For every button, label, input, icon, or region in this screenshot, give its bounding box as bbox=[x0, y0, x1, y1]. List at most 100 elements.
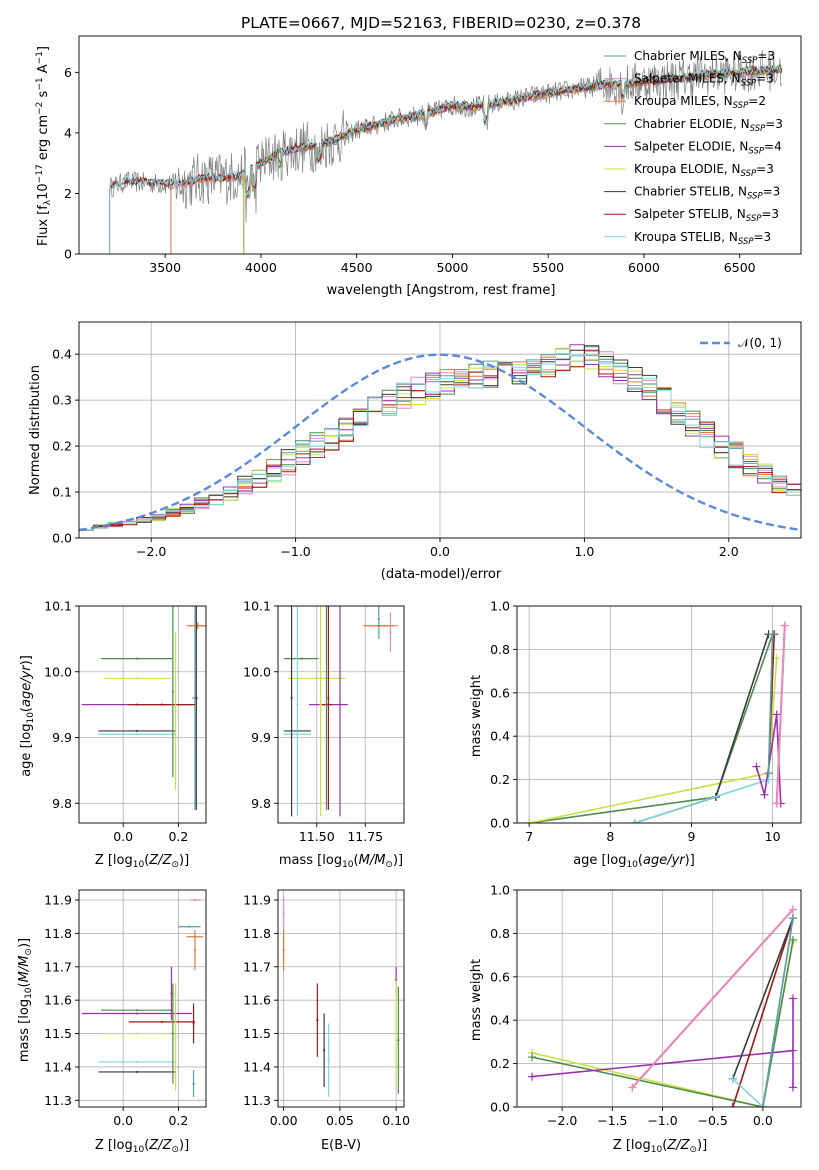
y-tick-label: 9.9 bbox=[52, 730, 72, 745]
data-point bbox=[389, 631, 392, 634]
data-point bbox=[327, 696, 330, 700]
mass-age-xlabel: mass [log10(M/M⊙)] bbox=[279, 853, 403, 870]
axes-frame bbox=[78, 321, 802, 539]
x-tick-label: 7 bbox=[525, 829, 533, 844]
histogram-step bbox=[79, 345, 801, 531]
y-tick-label: 11.7 bbox=[243, 959, 271, 974]
z-weight-xlabel: Z [log10(Z/Z⊙)] bbox=[613, 1138, 707, 1155]
x-tick-label: −2.0 bbox=[547, 1113, 577, 1128]
data-point bbox=[135, 1012, 139, 1015]
y-tick-label: 0.4 bbox=[490, 729, 510, 744]
y-tick-label: 0 bbox=[64, 247, 72, 262]
data-point bbox=[188, 925, 191, 928]
x-tick-label: 0.00 bbox=[270, 1113, 298, 1128]
spectrum-title: PLATE=0667, MJD=52163, FIBERID=0230, z=0… bbox=[241, 14, 641, 32]
data-point bbox=[323, 1049, 326, 1052]
data-point bbox=[170, 992, 173, 995]
mass-weight-line bbox=[634, 634, 774, 823]
data-point bbox=[290, 696, 293, 700]
y-tick-label: 11.9 bbox=[243, 893, 271, 908]
y-tick-label: 4 bbox=[64, 125, 72, 140]
data-point bbox=[135, 1070, 139, 1074]
x-tick-label: 9 bbox=[687, 829, 695, 844]
data-point bbox=[319, 703, 322, 706]
legend-label: Kroupa STELIB, NSSP=3 bbox=[634, 230, 771, 247]
data-point bbox=[171, 690, 174, 693]
data-point bbox=[325, 703, 328, 706]
mass-weight-line bbox=[767, 634, 774, 774]
plot-area bbox=[282, 896, 400, 1097]
legend-label: 𝒩(0, 1) bbox=[738, 336, 782, 350]
y-tick-label: 11.8 bbox=[44, 926, 72, 941]
mass-weight-line bbox=[634, 633, 770, 823]
mass-weight-line bbox=[732, 917, 794, 1107]
plot-area bbox=[525, 621, 789, 823]
x-tick-label: 10 bbox=[765, 829, 781, 844]
data-point bbox=[397, 1039, 400, 1042]
data-point bbox=[135, 677, 139, 680]
x-tick-label: 0.0 bbox=[753, 1113, 773, 1128]
data-point bbox=[135, 1060, 139, 1064]
y-tick-label: 11.7 bbox=[44, 959, 72, 974]
z-age-ylabel: age [log10(age/yr)] bbox=[19, 655, 36, 777]
y-tick-label: 0.6 bbox=[490, 685, 510, 700]
data-point bbox=[338, 703, 342, 706]
model-spectrum-line bbox=[109, 63, 783, 254]
y-tick-label: 0.0 bbox=[490, 1100, 510, 1115]
x-tick-label: 5500 bbox=[532, 260, 564, 275]
y-tick-label: 1.0 bbox=[490, 883, 510, 898]
y-tick-label: 0.4 bbox=[52, 347, 72, 362]
data-point bbox=[196, 624, 199, 627]
z-mass-ylabel: mass [log10(M/M⊙)] bbox=[17, 938, 34, 1062]
legend-label: Chabrier STELIB, NSSP=3 bbox=[634, 185, 780, 202]
x-tick-label: 4000 bbox=[245, 260, 277, 275]
data-point bbox=[193, 948, 197, 952]
hist-xlabel: (data-model)/error bbox=[381, 567, 502, 582]
y-tick-label: 10.1 bbox=[243, 599, 271, 614]
y-tick-label: 9.8 bbox=[52, 796, 72, 811]
legend-label: Salpeter ELODIE, NSSP=4 bbox=[634, 139, 782, 156]
plot-area bbox=[81, 898, 204, 1097]
data-point bbox=[282, 912, 285, 915]
y-tick-label: 11.4 bbox=[243, 1059, 271, 1074]
x-tick-label: −1.0 bbox=[647, 1113, 677, 1128]
y-tick-label: 0.8 bbox=[490, 642, 510, 657]
y-tick-label: 9.9 bbox=[251, 730, 271, 745]
residual-histogram-panel: −2.0 −1.0 0.0 1.0 2.0 0.0 0.1 0.2 0.3 0.4 𝒩(0, 1) bbox=[52, 321, 802, 559]
y-tick-label: 0.2 bbox=[490, 1056, 510, 1071]
age-weight-xlabel: age [log10(age/yr)] bbox=[573, 853, 695, 870]
data-point bbox=[282, 948, 285, 952]
z-mass-panel: 0.0 0.2 11.3 11.4 11.5 11.6 11.7 11.8 11.9 bbox=[44, 889, 207, 1128]
legend-label: Salpeter STELIB, NSSP=3 bbox=[634, 207, 779, 224]
data-point bbox=[296, 703, 299, 706]
observed-spectrum-line bbox=[109, 49, 782, 223]
axes-frame bbox=[277, 889, 405, 1108]
spectrum-ylabel: Flux [fλ10−17 erg cm−2 s−1 A−1] bbox=[35, 46, 53, 246]
legend-label: Kroupa ELODIE, NSSP=3 bbox=[634, 162, 774, 179]
y-tick-label: 1.0 bbox=[490, 599, 510, 614]
y-tick-label: 0.0 bbox=[52, 531, 72, 546]
data-point bbox=[135, 729, 139, 733]
mass-weight-line bbox=[529, 633, 774, 823]
y-tick-label: 0.0 bbox=[490, 816, 510, 831]
data-point bbox=[135, 657, 139, 660]
legend-label: Chabrier ELODIE, NSSP=3 bbox=[634, 117, 783, 134]
plot-area bbox=[528, 905, 797, 1107]
age-weight-ylabel: mass weight bbox=[469, 675, 484, 757]
data-point bbox=[171, 1032, 174, 1035]
data-point bbox=[135, 1009, 139, 1012]
axes-frame bbox=[277, 605, 405, 824]
x-tick-label: 6500 bbox=[724, 260, 756, 275]
y-tick-label: 10.1 bbox=[44, 599, 72, 614]
y-tick-label: 11.5 bbox=[44, 1026, 72, 1041]
x-tick-label: −1.5 bbox=[597, 1113, 627, 1128]
legend-label: Salpeter MILES, NSSP=3 bbox=[634, 72, 774, 89]
spectrum-xlabel: wavelength [Angstrom, rest frame] bbox=[327, 283, 556, 298]
ebv-mass-xlabel: E(B-V) bbox=[321, 1138, 361, 1153]
y-tick-label: 10.0 bbox=[243, 664, 271, 679]
y-tick-label: 0.3 bbox=[52, 393, 72, 408]
y-tick-label: 9.8 bbox=[251, 796, 271, 811]
x-tick-label: 5000 bbox=[437, 260, 469, 275]
x-tick-label: 0.05 bbox=[326, 1113, 354, 1128]
data-point bbox=[135, 733, 139, 736]
